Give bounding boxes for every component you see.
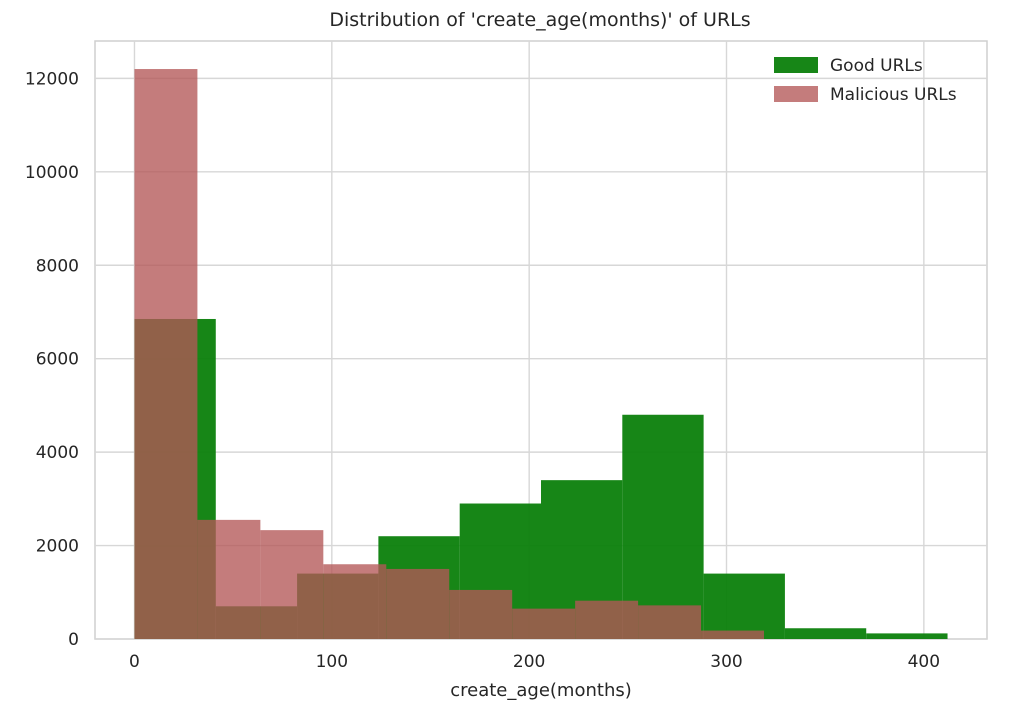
legend: Good URLs Malicious URLs: [774, 56, 957, 105]
malicious-urls-bar: [638, 605, 702, 639]
malicious-urls-bar: [449, 589, 513, 639]
y-tick-label: 12000: [25, 69, 79, 89]
x-tick-label: 0: [129, 652, 140, 672]
malicious-urls-bar: [575, 600, 639, 639]
malicious-urls-bar: [323, 564, 387, 639]
malicious-urls-bar: [197, 519, 261, 639]
good-urls-bar: [866, 633, 948, 639]
legend-swatch-good-urls: [774, 57, 818, 73]
malicious-urls-series: [134, 69, 764, 639]
malicious-urls-bar: [260, 530, 324, 639]
good-urls-bar: [703, 573, 785, 639]
x-tick-label: 200: [513, 652, 545, 672]
x-axis-label: create_age(months): [450, 680, 632, 701]
y-tick-label: 4000: [36, 443, 79, 463]
malicious-urls-bar: [386, 568, 450, 639]
malicious-urls-bar: [134, 69, 198, 639]
y-tick-label: 2000: [36, 537, 79, 557]
malicious-urls-bar: [701, 630, 764, 639]
legend-label-good-urls: Good URLs: [830, 56, 923, 76]
y-tick-label: 8000: [36, 256, 79, 276]
x-tick-label: 400: [908, 652, 940, 672]
chart-title: Distribution of 'create_age(months)' of …: [329, 9, 750, 31]
y-tick-label: 10000: [25, 163, 79, 183]
y-tick-label: 6000: [36, 350, 79, 370]
malicious-urls-bar: [512, 608, 576, 639]
legend-swatch-malicious-urls: [774, 86, 818, 102]
legend-label-malicious-urls: Malicious URLs: [830, 85, 957, 105]
x-tick-labels: 0 100 200 300 400: [129, 652, 940, 672]
y-tick-label: 0: [68, 630, 79, 650]
x-tick-label: 300: [710, 652, 742, 672]
good-urls-bar: [784, 628, 867, 639]
y-tick-labels: 0 2000 4000 6000 8000 10000 12000: [25, 69, 79, 650]
x-tick-label: 100: [316, 652, 348, 672]
